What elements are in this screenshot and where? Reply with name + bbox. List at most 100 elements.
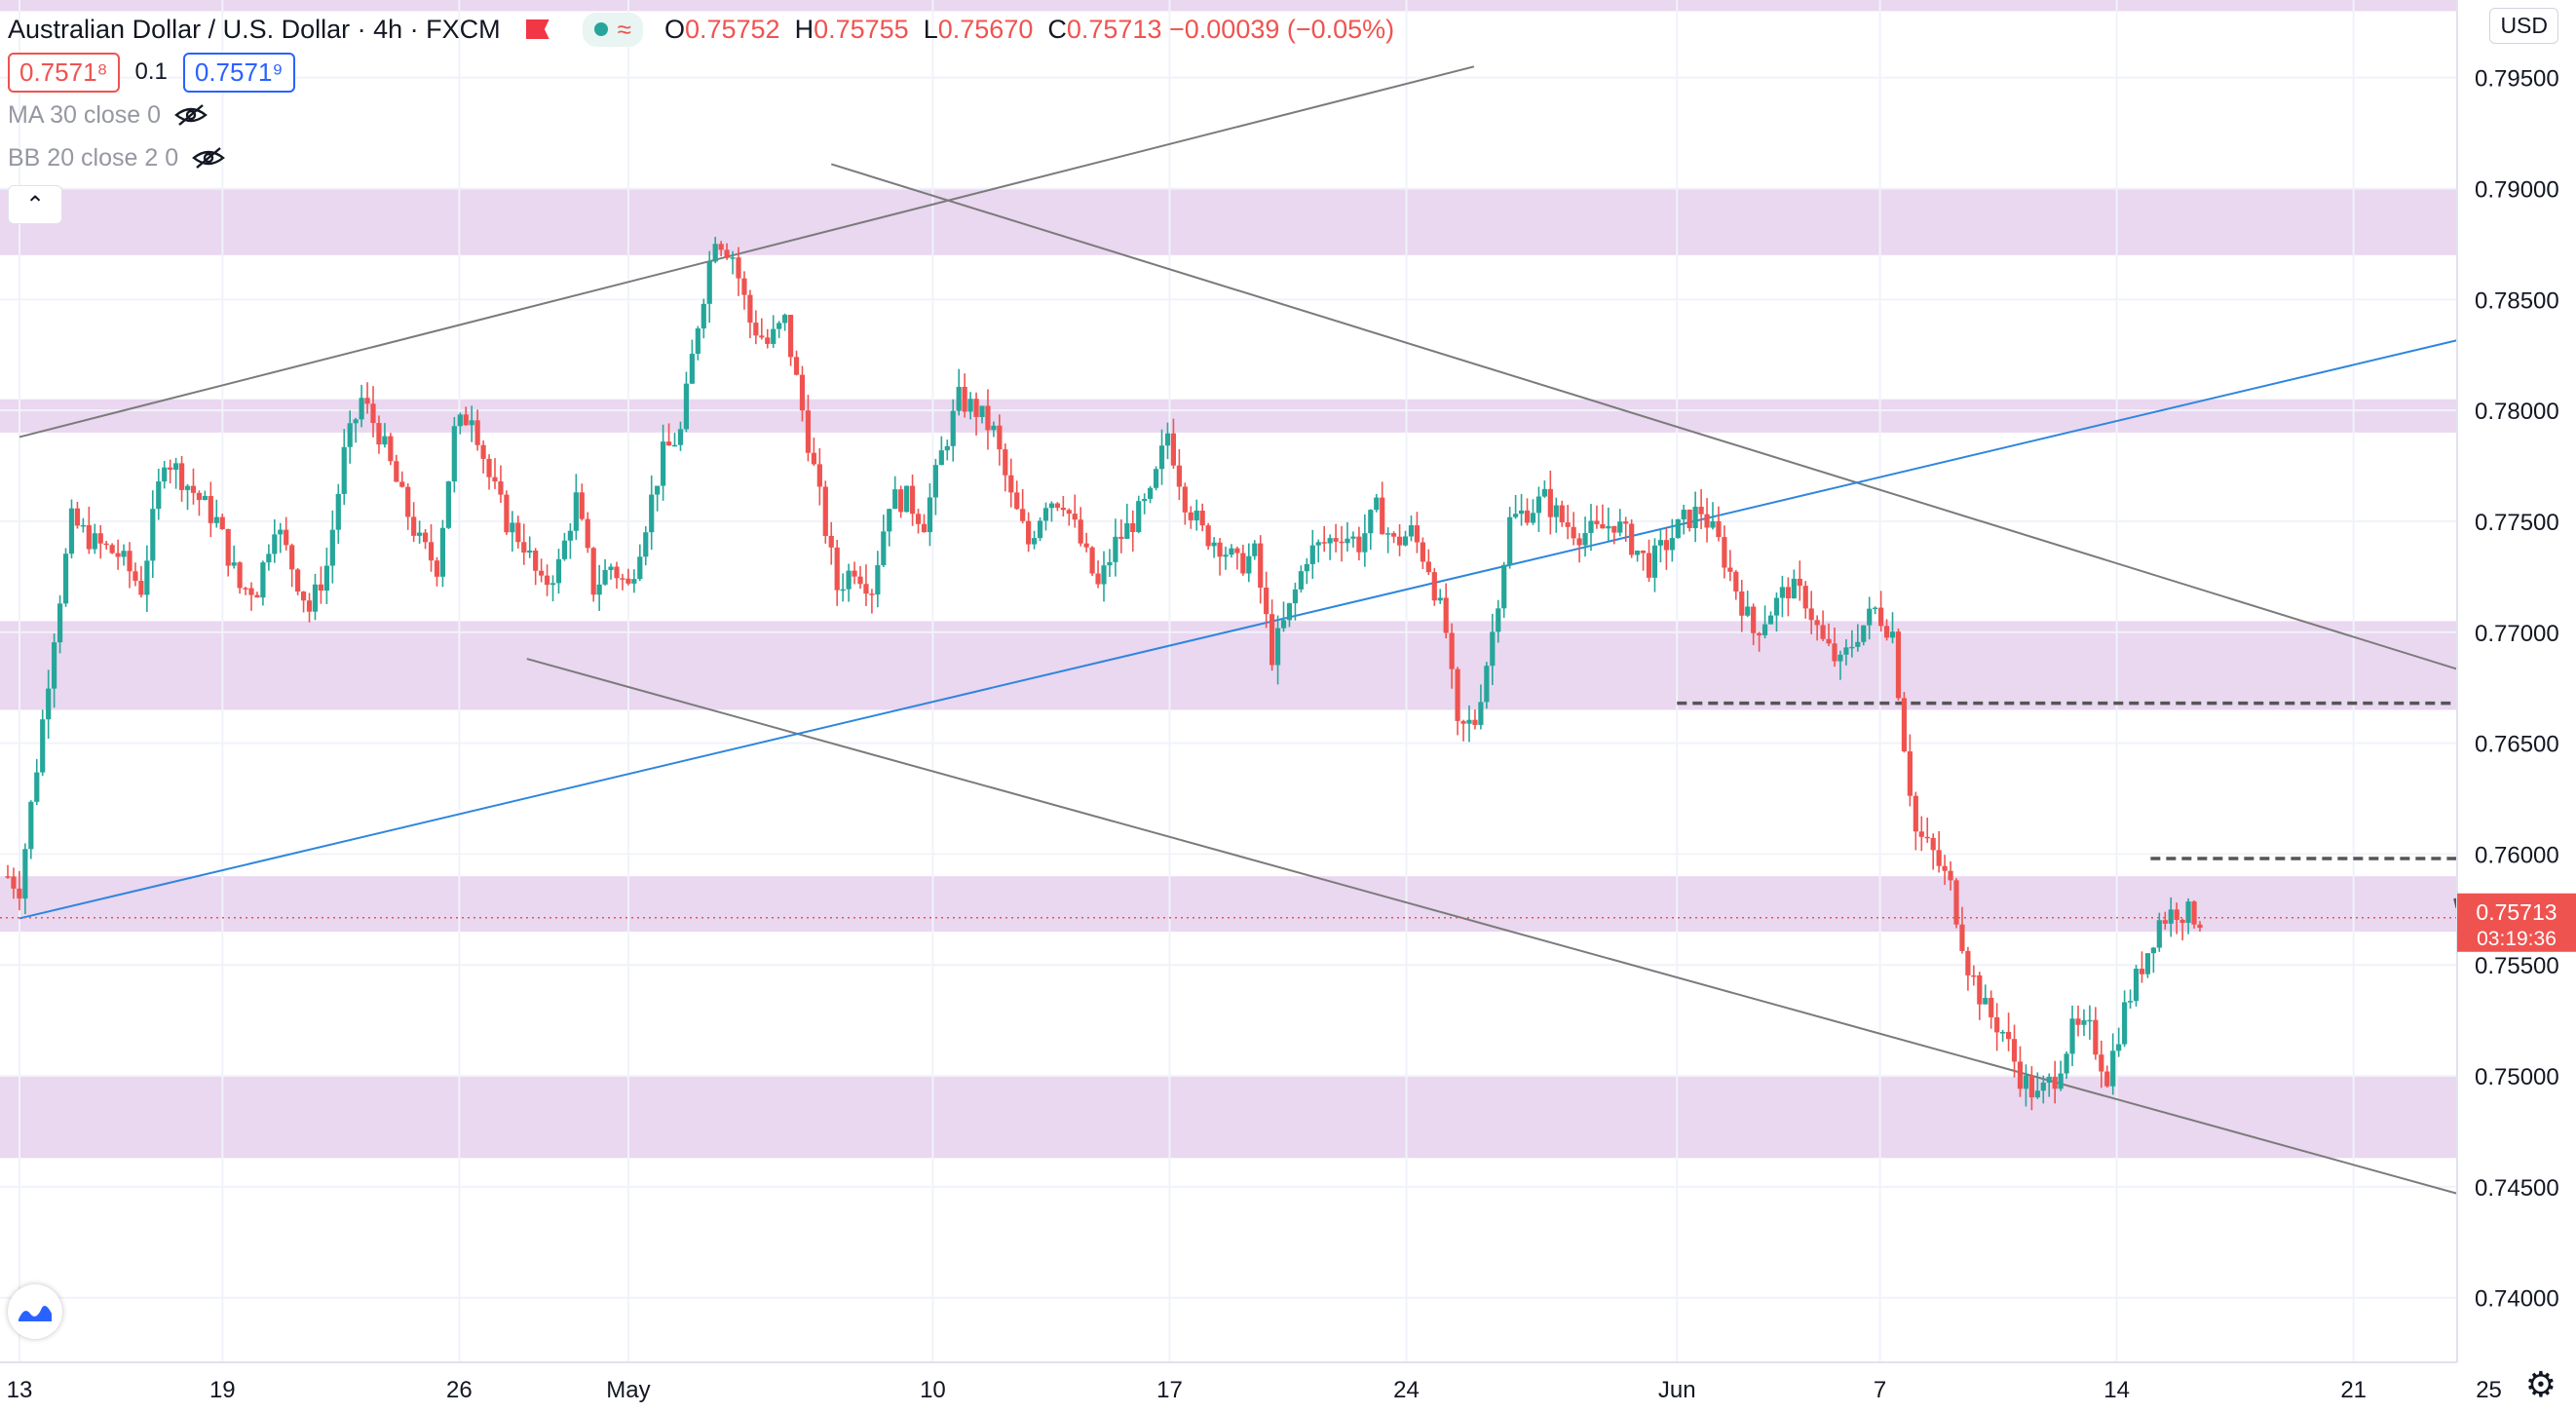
- candle-body[interactable]: [1089, 547, 1095, 574]
- candle-body[interactable]: [1617, 521, 1623, 533]
- candle-body[interactable]: [1629, 523, 1635, 555]
- candle-body[interactable]: [1478, 702, 1484, 725]
- candle-body[interactable]: [11, 876, 17, 889]
- candle-body[interactable]: [1837, 654, 1843, 662]
- candle-body[interactable]: [2174, 909, 2179, 920]
- candle-body[interactable]: [2081, 1019, 2087, 1025]
- candle-body[interactable]: [382, 436, 388, 445]
- candle-body[interactable]: [2150, 947, 2156, 954]
- candle-body[interactable]: [637, 556, 643, 580]
- candle-body[interactable]: [1118, 536, 1124, 539]
- candle-body[interactable]: [1026, 520, 1032, 545]
- candle-body[interactable]: [1785, 587, 1791, 599]
- candle-body[interactable]: [1733, 571, 1739, 592]
- candle-body[interactable]: [2116, 1044, 2122, 1051]
- zone-4[interactable]: [0, 1076, 2457, 1159]
- candle-body[interactable]: [260, 562, 266, 598]
- candle-body[interactable]: [1060, 508, 1066, 511]
- candle-body[interactable]: [1820, 625, 1826, 639]
- candle-body[interactable]: [857, 576, 863, 585]
- candle-body[interactable]: [1136, 501, 1142, 532]
- candle-body[interactable]: [1274, 628, 1281, 666]
- candle-body[interactable]: [1425, 561, 1431, 573]
- candle-body[interactable]: [1873, 607, 1878, 610]
- candle-body[interactable]: [1994, 1016, 2000, 1033]
- candle-body[interactable]: [1164, 433, 1171, 446]
- candle-body[interactable]: [168, 467, 173, 471]
- candle-body[interactable]: [370, 403, 376, 424]
- candle-body[interactable]: [683, 383, 690, 430]
- candle-body[interactable]: [213, 516, 219, 523]
- candle-body[interactable]: [2110, 1050, 2116, 1087]
- candle-body[interactable]: [1148, 487, 1154, 499]
- candle-body[interactable]: [1959, 924, 1965, 951]
- candle-body[interactable]: [1003, 449, 1008, 476]
- candle-body[interactable]: [701, 303, 706, 329]
- candle-body[interactable]: [2000, 1031, 2006, 1034]
- candle-body[interactable]: [1657, 540, 1664, 546]
- candle-body[interactable]: [1971, 974, 1977, 977]
- candle-body[interactable]: [2040, 1082, 2046, 1091]
- candle-body[interactable]: [863, 584, 869, 594]
- candle-body[interactable]: [649, 494, 655, 533]
- candle-body[interactable]: [2064, 1053, 2069, 1074]
- candle-body[interactable]: [1264, 587, 1269, 615]
- indicator-bb[interactable]: BB 20 close 2 0: [8, 136, 1394, 179]
- candle-body[interactable]: [248, 588, 254, 595]
- candle-body[interactable]: [202, 495, 208, 501]
- candle-body[interactable]: [34, 772, 40, 802]
- candle-body[interactable]: [539, 570, 545, 576]
- gear-icon[interactable]: ⚙: [2524, 1364, 2557, 1404]
- candle-body[interactable]: [1385, 533, 1391, 535]
- candle-body[interactable]: [793, 357, 800, 375]
- candle-body[interactable]: [973, 399, 979, 417]
- eye-hidden-icon[interactable]: [174, 103, 208, 127]
- candle-body[interactable]: [1710, 520, 1716, 528]
- candle-body[interactable]: [2185, 901, 2191, 923]
- candle-body[interactable]: [178, 463, 185, 490]
- candle-body[interactable]: [2144, 953, 2151, 974]
- candle-body[interactable]: [1669, 538, 1675, 551]
- candle-body[interactable]: [1333, 538, 1339, 542]
- candle-body[interactable]: [602, 569, 608, 585]
- candle-body[interactable]: [962, 386, 967, 412]
- candle-body[interactable]: [62, 554, 69, 604]
- candle-body[interactable]: [1849, 646, 1855, 649]
- trendline-0[interactable]: [19, 65, 1475, 439]
- candle-body[interactable]: [457, 414, 463, 427]
- candle-body[interactable]: [549, 583, 556, 586]
- candle-body[interactable]: [2052, 1076, 2058, 1089]
- candle-body[interactable]: [852, 570, 857, 577]
- candle-body[interactable]: [492, 477, 498, 482]
- candle-body[interactable]: [898, 489, 904, 513]
- candle-body[interactable]: [689, 354, 695, 384]
- candle-body[interactable]: [1802, 586, 1808, 609]
- candle-body[interactable]: [394, 461, 399, 482]
- candle-body[interactable]: [1182, 486, 1188, 513]
- candle-body[interactable]: [231, 562, 237, 566]
- candle-body[interactable]: [1983, 997, 1989, 1005]
- candle-body[interactable]: [109, 545, 115, 554]
- candle-body[interactable]: [1490, 631, 1496, 667]
- candle-body[interactable]: [927, 497, 933, 533]
- candle-body[interactable]: [1042, 508, 1049, 521]
- candle-body[interactable]: [57, 603, 63, 643]
- candle-body[interactable]: [208, 495, 213, 523]
- candle-body[interactable]: [2156, 920, 2162, 948]
- candle-body[interactable]: [2087, 1019, 2093, 1022]
- candle-body[interactable]: [1716, 520, 1722, 538]
- candle-body[interactable]: [318, 584, 324, 592]
- candle-body[interactable]: [1072, 514, 1078, 520]
- candle-body[interactable]: [480, 444, 486, 459]
- candle-body[interactable]: [1675, 518, 1681, 539]
- candle-body[interactable]: [17, 888, 22, 899]
- candle-body[interactable]: [463, 414, 469, 426]
- candle-body[interactable]: [1507, 516, 1513, 565]
- candle-body[interactable]: [1930, 837, 1936, 851]
- candle-body[interactable]: [1611, 525, 1617, 533]
- candle-body[interactable]: [162, 467, 168, 482]
- candle-body[interactable]: [1414, 525, 1421, 543]
- candle-body[interactable]: [904, 485, 910, 513]
- candle-body[interactable]: [1867, 608, 1873, 626]
- candle-body[interactable]: [2005, 1031, 2012, 1040]
